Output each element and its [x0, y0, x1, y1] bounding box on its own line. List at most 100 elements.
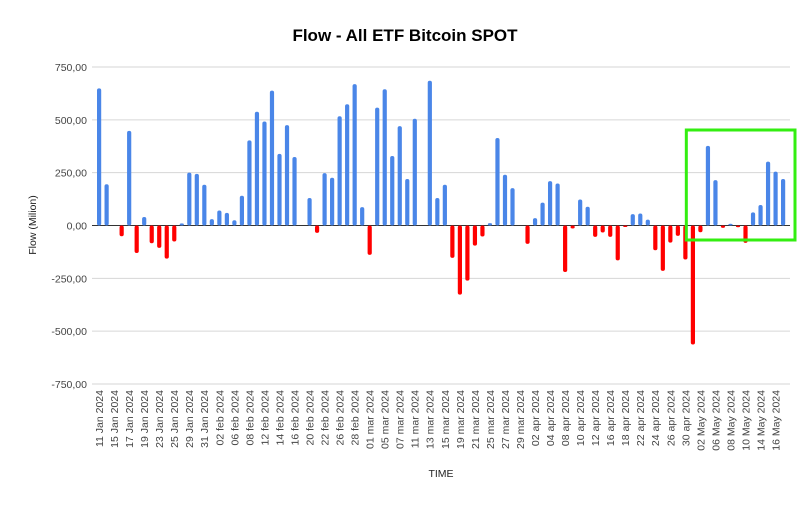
x-tick-label: 25 mar 2024 — [485, 390, 497, 449]
bar — [292, 157, 297, 226]
bar — [405, 179, 410, 226]
bars — [97, 80, 786, 345]
bar — [247, 140, 252, 226]
x-tick-label: 11 mar 2024 — [410, 390, 422, 448]
bar — [172, 225, 177, 242]
bar — [179, 223, 184, 226]
bar — [578, 199, 583, 226]
bar — [375, 107, 380, 226]
gridlines — [92, 66, 790, 385]
bar — [713, 180, 718, 226]
x-axis-ticks: 11 Jan 2024 15 Jan 2024 17 Jan 2024 19 Jan … — [94, 390, 782, 451]
x-tick-label: 20 feb 2024 — [304, 390, 316, 446]
bar — [630, 214, 635, 226]
x-tick-label: 23 Jan 2024 — [154, 390, 166, 448]
bar — [104, 184, 109, 226]
bar — [345, 104, 350, 226]
bar — [698, 225, 703, 233]
y-tick-label: 250,00 — [55, 168, 87, 180]
x-tick-label: 02 apr 2024 — [530, 390, 542, 446]
bar — [623, 225, 628, 227]
bar — [164, 225, 169, 259]
bar — [720, 225, 726, 228]
bar — [750, 212, 756, 226]
x-tick-label: 26 feb 2024 — [335, 390, 347, 446]
x-tick-label: 02 feb 2024 — [214, 390, 226, 446]
bar — [224, 212, 229, 226]
bar — [127, 130, 132, 226]
bar — [450, 225, 455, 258]
x-tick-label: 05 mar 2024 — [380, 390, 392, 449]
bar — [480, 225, 485, 237]
x-tick-label: 12 apr 2024 — [590, 390, 602, 446]
bar — [615, 225, 620, 261]
bar — [217, 210, 222, 226]
bar — [97, 88, 102, 226]
x-tick-label: 21 mar 2024 — [470, 390, 482, 449]
bar — [765, 161, 771, 226]
x-tick-label: 17 Jan 2024 — [124, 390, 136, 448]
x-tick-label: 13 mar 2024 — [425, 390, 437, 449]
x-tick-label: 11 Jan 2024 — [94, 390, 106, 447]
bar — [262, 121, 267, 226]
bar — [532, 218, 538, 226]
x-tick-label: 26 apr 2024 — [665, 390, 677, 446]
bar — [337, 116, 342, 226]
bar — [360, 207, 365, 226]
x-tick-label: 25 Jan 2024 — [169, 390, 181, 448]
bar — [457, 225, 462, 295]
x-tick-label: 14 feb 2024 — [274, 390, 286, 446]
bar — [119, 225, 124, 237]
bar — [397, 126, 402, 226]
bar — [593, 225, 598, 237]
x-tick-label: 14 May 2024 — [755, 390, 767, 451]
x-tick-label: 01 mar 2024 — [365, 390, 377, 449]
bar — [487, 223, 493, 226]
y-tick-label: 500,00 — [55, 115, 87, 127]
bar — [269, 90, 275, 226]
bar — [314, 225, 320, 233]
y-tick-label: -750,00 — [51, 379, 87, 391]
x-tick-label: 18 apr 2024 — [620, 390, 632, 446]
x-tick-label: 08 feb 2024 — [244, 390, 256, 446]
bar — [585, 206, 590, 226]
x-tick-label: 31 Jan 2024 — [199, 390, 211, 448]
x-tick-label: 16 May 2024 — [770, 390, 782, 451]
chart-title: Flow - All ETF Bitcoin SPOT — [292, 26, 518, 45]
x-tick-label: 22 apr 2024 — [635, 390, 647, 446]
bar — [758, 205, 763, 226]
bar — [442, 184, 447, 226]
bar — [705, 145, 711, 226]
bar — [563, 225, 568, 272]
bar — [149, 225, 154, 244]
x-tick-label: 27 mar 2024 — [500, 390, 512, 449]
x-tick-label: 24 apr 2024 — [650, 390, 662, 446]
bar — [668, 225, 673, 243]
x-tick-label: 02 May 2024 — [695, 390, 707, 451]
bar — [547, 181, 553, 226]
x-tick-label: 22 feb 2024 — [319, 390, 331, 446]
x-tick-label: 12 feb 2024 — [259, 390, 271, 446]
bar — [728, 223, 733, 226]
y-axis-ticks: 750,00 500,00 250,00 0,00 -250,00 -500,00 -750… — [51, 62, 87, 391]
x-tick-label: 19 mar 2024 — [455, 390, 467, 449]
x-tick-label: 04 apr 2024 — [545, 390, 557, 446]
bar — [781, 179, 786, 226]
bar — [653, 225, 658, 251]
bar — [330, 177, 335, 226]
x-tick-label: 10 apr 2024 — [575, 390, 587, 446]
bar — [735, 225, 741, 228]
x-tick-label: 10 May 2024 — [740, 390, 752, 451]
bar — [435, 198, 440, 226]
x-tick-label: 29 mar 2024 — [515, 390, 527, 449]
bar — [157, 225, 162, 248]
x-tick-label: 15 Jan 2024 — [109, 390, 121, 448]
bar — [209, 219, 214, 226]
bar — [134, 225, 139, 253]
bar — [277, 153, 282, 226]
highlight-box — [684, 128, 797, 242]
bar — [773, 171, 778, 226]
bar — [382, 89, 387, 226]
y-tick-label: -500,00 — [51, 326, 87, 338]
